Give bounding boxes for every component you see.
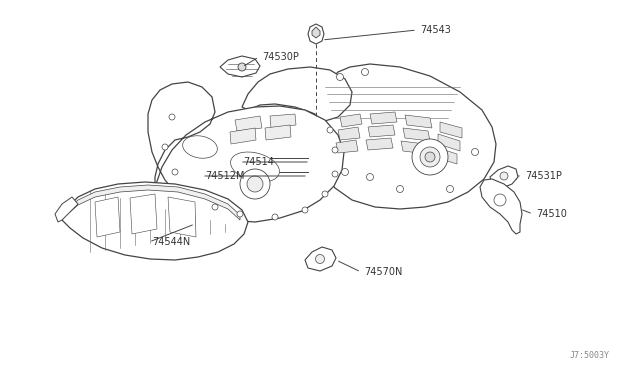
Circle shape [362, 68, 369, 76]
Circle shape [322, 191, 328, 197]
Circle shape [420, 147, 440, 167]
Circle shape [316, 254, 324, 263]
Polygon shape [368, 125, 395, 137]
Circle shape [367, 173, 374, 180]
Polygon shape [490, 166, 518, 188]
Polygon shape [242, 67, 352, 124]
Circle shape [447, 186, 454, 192]
Polygon shape [336, 140, 358, 153]
Circle shape [247, 176, 263, 192]
Circle shape [272, 214, 278, 220]
Polygon shape [70, 185, 240, 220]
Polygon shape [312, 64, 496, 209]
Circle shape [494, 194, 506, 206]
Ellipse shape [182, 136, 218, 158]
Circle shape [162, 144, 168, 150]
Text: 74530P: 74530P [262, 52, 299, 62]
Ellipse shape [230, 152, 280, 182]
Polygon shape [148, 82, 344, 222]
Text: 74512M: 74512M [205, 171, 244, 181]
Text: 74514: 74514 [243, 157, 274, 167]
Polygon shape [305, 247, 336, 271]
Circle shape [172, 169, 178, 175]
Polygon shape [338, 127, 360, 140]
Polygon shape [405, 115, 432, 128]
Polygon shape [95, 197, 120, 237]
Polygon shape [312, 27, 320, 38]
Polygon shape [230, 128, 256, 144]
Polygon shape [235, 116, 262, 131]
Polygon shape [62, 182, 248, 260]
Text: 74531P: 74531P [525, 171, 562, 181]
Polygon shape [440, 122, 462, 138]
Circle shape [332, 147, 338, 153]
Circle shape [240, 169, 270, 199]
Polygon shape [265, 125, 291, 140]
Polygon shape [403, 128, 430, 141]
Circle shape [302, 207, 308, 213]
Circle shape [500, 172, 508, 180]
Circle shape [212, 204, 218, 210]
Polygon shape [168, 197, 196, 237]
Circle shape [238, 63, 246, 71]
Circle shape [169, 114, 175, 120]
Polygon shape [366, 138, 393, 150]
Polygon shape [220, 56, 260, 77]
Polygon shape [55, 197, 78, 222]
Text: 74544N: 74544N [152, 237, 190, 247]
Circle shape [237, 211, 243, 217]
Circle shape [397, 186, 403, 192]
Circle shape [472, 148, 479, 155]
Circle shape [412, 139, 448, 175]
Text: 74570N: 74570N [364, 267, 403, 277]
Polygon shape [130, 194, 157, 234]
Polygon shape [370, 112, 397, 124]
Polygon shape [435, 147, 457, 164]
Circle shape [425, 152, 435, 162]
Circle shape [332, 171, 338, 177]
Text: J7:5003Y: J7:5003Y [570, 351, 610, 360]
Polygon shape [340, 114, 362, 127]
Polygon shape [270, 114, 296, 128]
Polygon shape [308, 24, 324, 44]
Circle shape [342, 169, 349, 176]
Text: 74543: 74543 [420, 25, 451, 35]
Polygon shape [401, 141, 427, 154]
Polygon shape [480, 179, 522, 234]
Circle shape [337, 74, 344, 80]
Polygon shape [438, 134, 460, 151]
Circle shape [327, 127, 333, 133]
Text: 74510: 74510 [536, 209, 567, 219]
